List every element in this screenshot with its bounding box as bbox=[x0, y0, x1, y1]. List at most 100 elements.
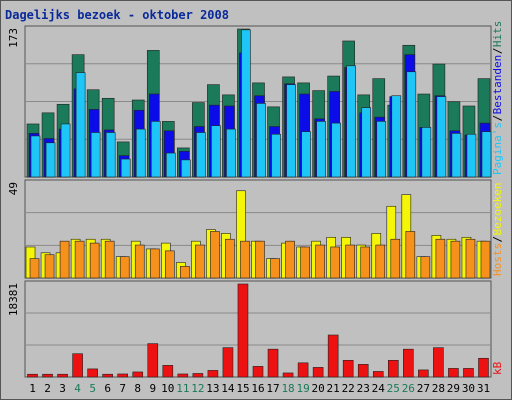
bar-hosts-day-8 bbox=[134, 244, 145, 279]
bar-hosts-day-6 bbox=[104, 240, 115, 279]
legend-separator: / bbox=[491, 47, 504, 54]
legend-bestanden: Bestanden bbox=[491, 55, 504, 115]
legend-bezoeken: Bezoeken bbox=[491, 183, 504, 236]
x-tick-label-day-2: 2 bbox=[44, 382, 51, 395]
bar-pagina-s-day-16 bbox=[256, 103, 266, 178]
legend-hosts: Hosts bbox=[491, 243, 504, 276]
bar-kb-day-16 bbox=[252, 366, 264, 378]
x-tick-label-day-17: 17 bbox=[266, 382, 279, 395]
bar-hosts-day-25 bbox=[390, 238, 401, 279]
bar-kb-day-8 bbox=[132, 371, 144, 378]
x-tick-label-day-12: 12 bbox=[191, 382, 204, 395]
legend-hits: Hits bbox=[491, 21, 504, 48]
bar-hosts-day-27 bbox=[420, 256, 431, 279]
bar-kb-day-22 bbox=[342, 360, 354, 378]
bar-pagina-s-day-22 bbox=[346, 65, 356, 178]
bar-pagina-s-day-30 bbox=[466, 133, 477, 178]
bar-kb-day-4 bbox=[72, 353, 83, 378]
bar-pagina-s-day-4 bbox=[75, 72, 86, 178]
bar-hosts-day-4 bbox=[74, 240, 85, 279]
x-tick-label-day-21: 21 bbox=[327, 382, 340, 395]
x-tick-label-day-16: 16 bbox=[251, 382, 264, 395]
bar-kb-day-25 bbox=[387, 360, 399, 378]
bar-hosts-day-17 bbox=[270, 258, 280, 279]
bar-kb-day-12 bbox=[192, 373, 204, 378]
bar-hosts-day-1 bbox=[29, 258, 40, 279]
x-tick-label-day-15: 15 bbox=[236, 382, 249, 395]
x-tick-label-day-31: 31 bbox=[477, 382, 490, 395]
bar-pagina-s-day-7 bbox=[120, 158, 131, 178]
bar-kb-day-31 bbox=[478, 357, 489, 378]
bar-kb-day-20 bbox=[312, 367, 324, 378]
bar-pagina-s-day-18 bbox=[286, 84, 296, 178]
bar-pagina-s-day-28 bbox=[436, 96, 447, 178]
bar-kb-day-3 bbox=[57, 373, 68, 378]
bar-pagina-s-day-17 bbox=[271, 133, 281, 178]
x-tick-label-day-13: 13 bbox=[206, 382, 219, 395]
panel-1-max-label: 173 bbox=[7, 28, 20, 48]
bar-kb-day-6 bbox=[102, 373, 113, 378]
bar-pagina-s-day-3 bbox=[60, 123, 71, 178]
bar-pagina-s-day-29 bbox=[451, 133, 462, 178]
bar-hosts-day-3 bbox=[59, 240, 70, 279]
bar-kb-day-27 bbox=[418, 369, 429, 378]
bar-pagina-s-day-6 bbox=[105, 132, 116, 178]
x-tick-label-day-26: 26 bbox=[402, 382, 415, 395]
bar-pagina-s-day-24 bbox=[376, 121, 387, 178]
bar-kb-day-29 bbox=[448, 368, 459, 378]
panel-2-max-label: 49 bbox=[7, 182, 20, 195]
bar-pagina-s-day-25 bbox=[391, 95, 402, 178]
bar-kb-day-2 bbox=[42, 373, 53, 378]
x-tick-label-day-8: 8 bbox=[134, 382, 141, 395]
bar-kb-day-21 bbox=[327, 334, 339, 378]
bar-kb-day-28 bbox=[433, 347, 444, 378]
bar-pagina-s-day-5 bbox=[90, 132, 101, 178]
x-tick-label-day-5: 5 bbox=[89, 382, 96, 395]
legend-pagina-s: Pagina's bbox=[491, 122, 504, 175]
bar-pagina-s-day-21 bbox=[331, 122, 341, 178]
bar-kb-day-30 bbox=[463, 368, 474, 378]
bar-pagina-s-day-12 bbox=[196, 132, 206, 178]
bar-kb-day-9 bbox=[147, 343, 159, 378]
x-tick-label-day-25: 25 bbox=[387, 382, 400, 395]
bar-kb-day-15 bbox=[237, 283, 249, 378]
legend-separator: / bbox=[491, 236, 504, 243]
bar-kb-day-26 bbox=[403, 348, 414, 378]
bar-kb-day-10 bbox=[162, 365, 174, 378]
bar-hosts-day-15 bbox=[240, 240, 250, 279]
x-tick-label-day-9: 9 bbox=[149, 382, 156, 395]
legend-kb: kB bbox=[491, 361, 504, 375]
plot-layer: 173Pagina's/Bestanden/Hits49Hosts/Bezoek… bbox=[7, 21, 504, 395]
bar-hosts-day-2 bbox=[44, 254, 55, 279]
x-tick-label-day-7: 7 bbox=[119, 382, 126, 395]
x-tick-label-day-10: 10 bbox=[161, 382, 174, 395]
bar-hosts-day-21 bbox=[330, 246, 340, 279]
bar-kb-day-13 bbox=[207, 370, 219, 378]
bar-pagina-s-day-15 bbox=[241, 29, 251, 178]
panel-3-max-label: 18381 bbox=[7, 283, 20, 316]
bar-hosts-day-12 bbox=[195, 244, 205, 279]
bar-pagina-s-day-20 bbox=[316, 121, 326, 178]
bar-hosts-day-11 bbox=[180, 266, 190, 279]
bar-hosts-day-16 bbox=[255, 240, 265, 279]
x-tick-label-day-27: 27 bbox=[417, 382, 430, 395]
bar-hosts-day-26 bbox=[405, 231, 416, 279]
bar-hosts-day-24 bbox=[375, 244, 386, 279]
x-tick-label-day-6: 6 bbox=[104, 382, 111, 395]
bar-pagina-s-day-14 bbox=[226, 128, 236, 178]
bar-pagina-s-day-26 bbox=[406, 71, 417, 178]
bar-pagina-s-day-8 bbox=[135, 128, 146, 178]
x-tick-label-day-30: 30 bbox=[462, 382, 475, 395]
bar-kb-day-1 bbox=[27, 373, 38, 378]
bar-hosts-day-7 bbox=[119, 256, 130, 279]
bar-kb-day-24 bbox=[372, 371, 384, 378]
bar-hosts-day-23 bbox=[360, 246, 371, 279]
bar-pagina-s-day-13 bbox=[211, 125, 221, 178]
bar-pagina-s-day-11 bbox=[181, 159, 191, 178]
legend-separator: / bbox=[491, 115, 504, 122]
x-tick-label-day-23: 23 bbox=[357, 382, 370, 395]
bar-kb-day-18 bbox=[282, 372, 294, 378]
bar-pagina-s-day-10 bbox=[166, 152, 176, 178]
